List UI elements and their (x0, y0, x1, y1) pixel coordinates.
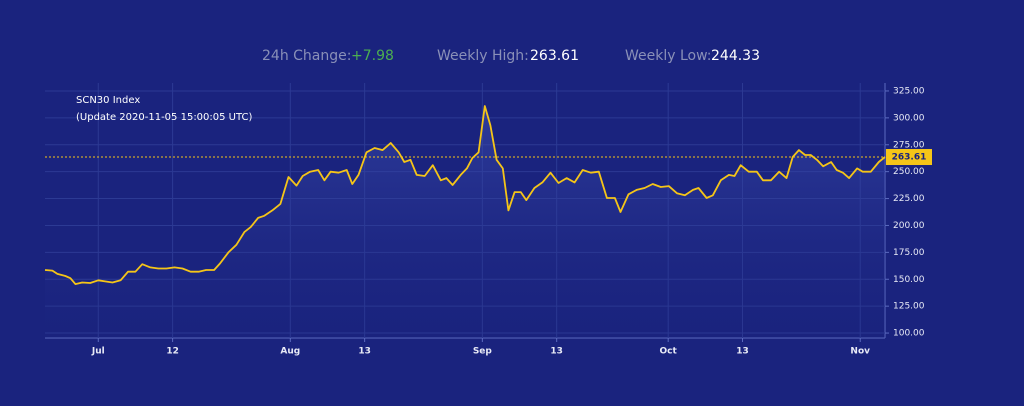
current-value-label: 263.61 (892, 153, 927, 163)
stat-label: Weekly High: (437, 48, 529, 64)
stat-label: 24h Change: (262, 48, 351, 64)
x-tick-label: 13 (550, 347, 563, 357)
stat-value: 244.33 (711, 48, 760, 64)
x-tick-label: Jul (91, 347, 105, 357)
chart-subtitle: (Update 2020-11-05 15:00:05 UTC) (76, 112, 253, 123)
y-tick-label: 275.00 (893, 140, 925, 150)
y-tick-label: 300.00 (893, 113, 925, 123)
x-tick-label: Oct (660, 347, 678, 357)
line (44, 105, 886, 285)
current-value-box (886, 149, 932, 166)
chart-title: SCN30 Index (76, 95, 140, 106)
y-tick-label: 150.00 (893, 275, 925, 285)
stat-value: 263.61 (530, 48, 579, 64)
x-tick-label: Nov (850, 347, 870, 357)
stat-value: +7.98 (351, 48, 394, 64)
area (45, 106, 885, 338)
y-tick-label: 325.00 (893, 86, 925, 96)
x-tick-label: 12 (166, 347, 179, 357)
y-tick-label: 225.00 (893, 194, 925, 204)
x-tick-label: Aug (280, 347, 300, 357)
y-tick-label: 100.00 (893, 329, 925, 339)
plot-area: 100.00 125.00 150.00 175.00 200.00 225.00 250.… (44, 83, 932, 357)
y-tick-label: 200.00 (893, 221, 925, 231)
y-tick-label: 250.00 (893, 167, 925, 177)
x-tick-label: 13 (736, 347, 749, 357)
x-tick-label: Sep (473, 347, 493, 357)
x-tick-label: 13 (358, 347, 371, 357)
y-tick-label: 125.00 (893, 302, 925, 312)
stat-label: Weekly Low: (625, 48, 712, 64)
y-tick-label: 175.00 (893, 248, 925, 258)
